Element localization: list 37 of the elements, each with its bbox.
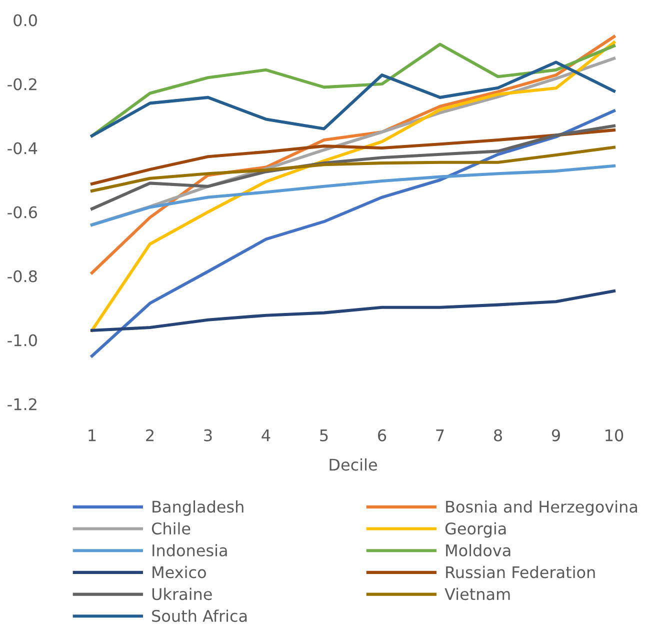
y-tick-label: -0.4 xyxy=(8,142,38,154)
legend-label: South Africa xyxy=(152,610,247,622)
legend-label: Bangladesh xyxy=(152,500,244,516)
x-tick-label: 7 xyxy=(436,429,444,442)
y-tick-label: -0.2 xyxy=(8,78,36,90)
x-tick-label: 10 xyxy=(606,429,624,442)
y-tick-label: -0.8 xyxy=(8,270,37,282)
line-series xyxy=(90,60,616,138)
y-tick-label: -1.0 xyxy=(8,334,37,346)
x-tick-label: 8 xyxy=(494,429,502,442)
legend-label: Mexico xyxy=(152,566,206,578)
line-series xyxy=(90,128,616,186)
legend-label: Russian Federation xyxy=(446,566,595,578)
y-tick-label: -0.6 xyxy=(8,206,37,218)
x-tick-label: 6 xyxy=(378,429,386,442)
x-tick-label: 9 xyxy=(552,429,560,442)
legend-label: Chile xyxy=(152,522,190,535)
y-tick-label: 0.0 xyxy=(14,14,37,26)
legend-label: Indonesia xyxy=(152,544,227,556)
x-tick-label: 3 xyxy=(204,429,212,442)
line-series xyxy=(90,164,616,226)
x-axis-title: Decile xyxy=(330,458,377,471)
legend-label: Ukraine xyxy=(152,588,212,600)
line-series xyxy=(90,40,616,332)
line-series xyxy=(90,290,616,332)
x-tick-label: 2 xyxy=(146,429,154,442)
legend-label: Georgia xyxy=(445,522,506,538)
legend-label: Vietnam xyxy=(444,588,510,600)
legend-label: Bosnia and Herzegovina xyxy=(446,500,638,516)
x-tick-label: 1 xyxy=(88,429,96,442)
line-series xyxy=(90,146,616,192)
line-series xyxy=(90,109,616,358)
y-tick-label: -1.2 xyxy=(8,398,36,410)
x-tick-label: 5 xyxy=(320,429,328,442)
legend-label: Moldova xyxy=(446,544,510,556)
x-tick-label: 4 xyxy=(262,429,270,442)
line-series xyxy=(90,42,616,138)
